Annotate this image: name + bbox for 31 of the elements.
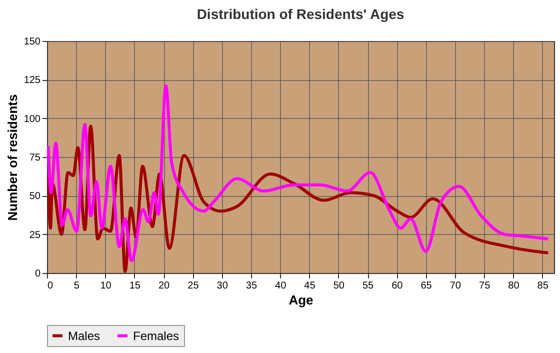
- x-tick-label: 25: [188, 280, 200, 292]
- y-tick-label: 50: [29, 191, 41, 202]
- y-tick-label: 150: [24, 36, 41, 48]
- x-tick-label: 15: [129, 280, 141, 292]
- legend-label: Females: [133, 328, 180, 343]
- x-tick-label: 65: [420, 280, 432, 292]
- y-tick-label: 0: [34, 268, 41, 280]
- y-tick-label: 100: [24, 114, 41, 125]
- chart-title: Distribution of Residents' Ages: [196, 6, 404, 22]
- x-tick-label: 85: [537, 280, 549, 292]
- x-tick-label: 35: [246, 280, 258, 292]
- x-tick-label: 0: [48, 280, 54, 292]
- x-axis-title: Age: [288, 292, 314, 308]
- x-tick-label: 5: [74, 280, 80, 292]
- y-axis-title: Number of residents: [4, 94, 20, 221]
- x-tick-label: 80: [508, 280, 520, 292]
- x-tick-label: 40: [275, 280, 287, 292]
- x-tick-label: 55: [362, 280, 374, 292]
- x-tick-label: 10: [100, 280, 112, 292]
- y-tick-label: 75: [29, 152, 41, 164]
- x-tick-label: 20: [158, 280, 170, 292]
- line-series: [47, 84, 550, 262]
- x-tick-label: 70: [450, 280, 462, 292]
- legend-label: Males: [68, 328, 100, 343]
- y-tick-label: 25: [29, 230, 41, 241]
- x-tick-label: 45: [304, 280, 316, 292]
- x-tick-label: 50: [333, 280, 345, 292]
- x-tick-label: 30: [216, 280, 228, 292]
- x-tick-label: 60: [392, 280, 404, 292]
- y-tick-label: 125: [24, 75, 41, 86]
- x-tick-label: 75: [479, 280, 491, 292]
